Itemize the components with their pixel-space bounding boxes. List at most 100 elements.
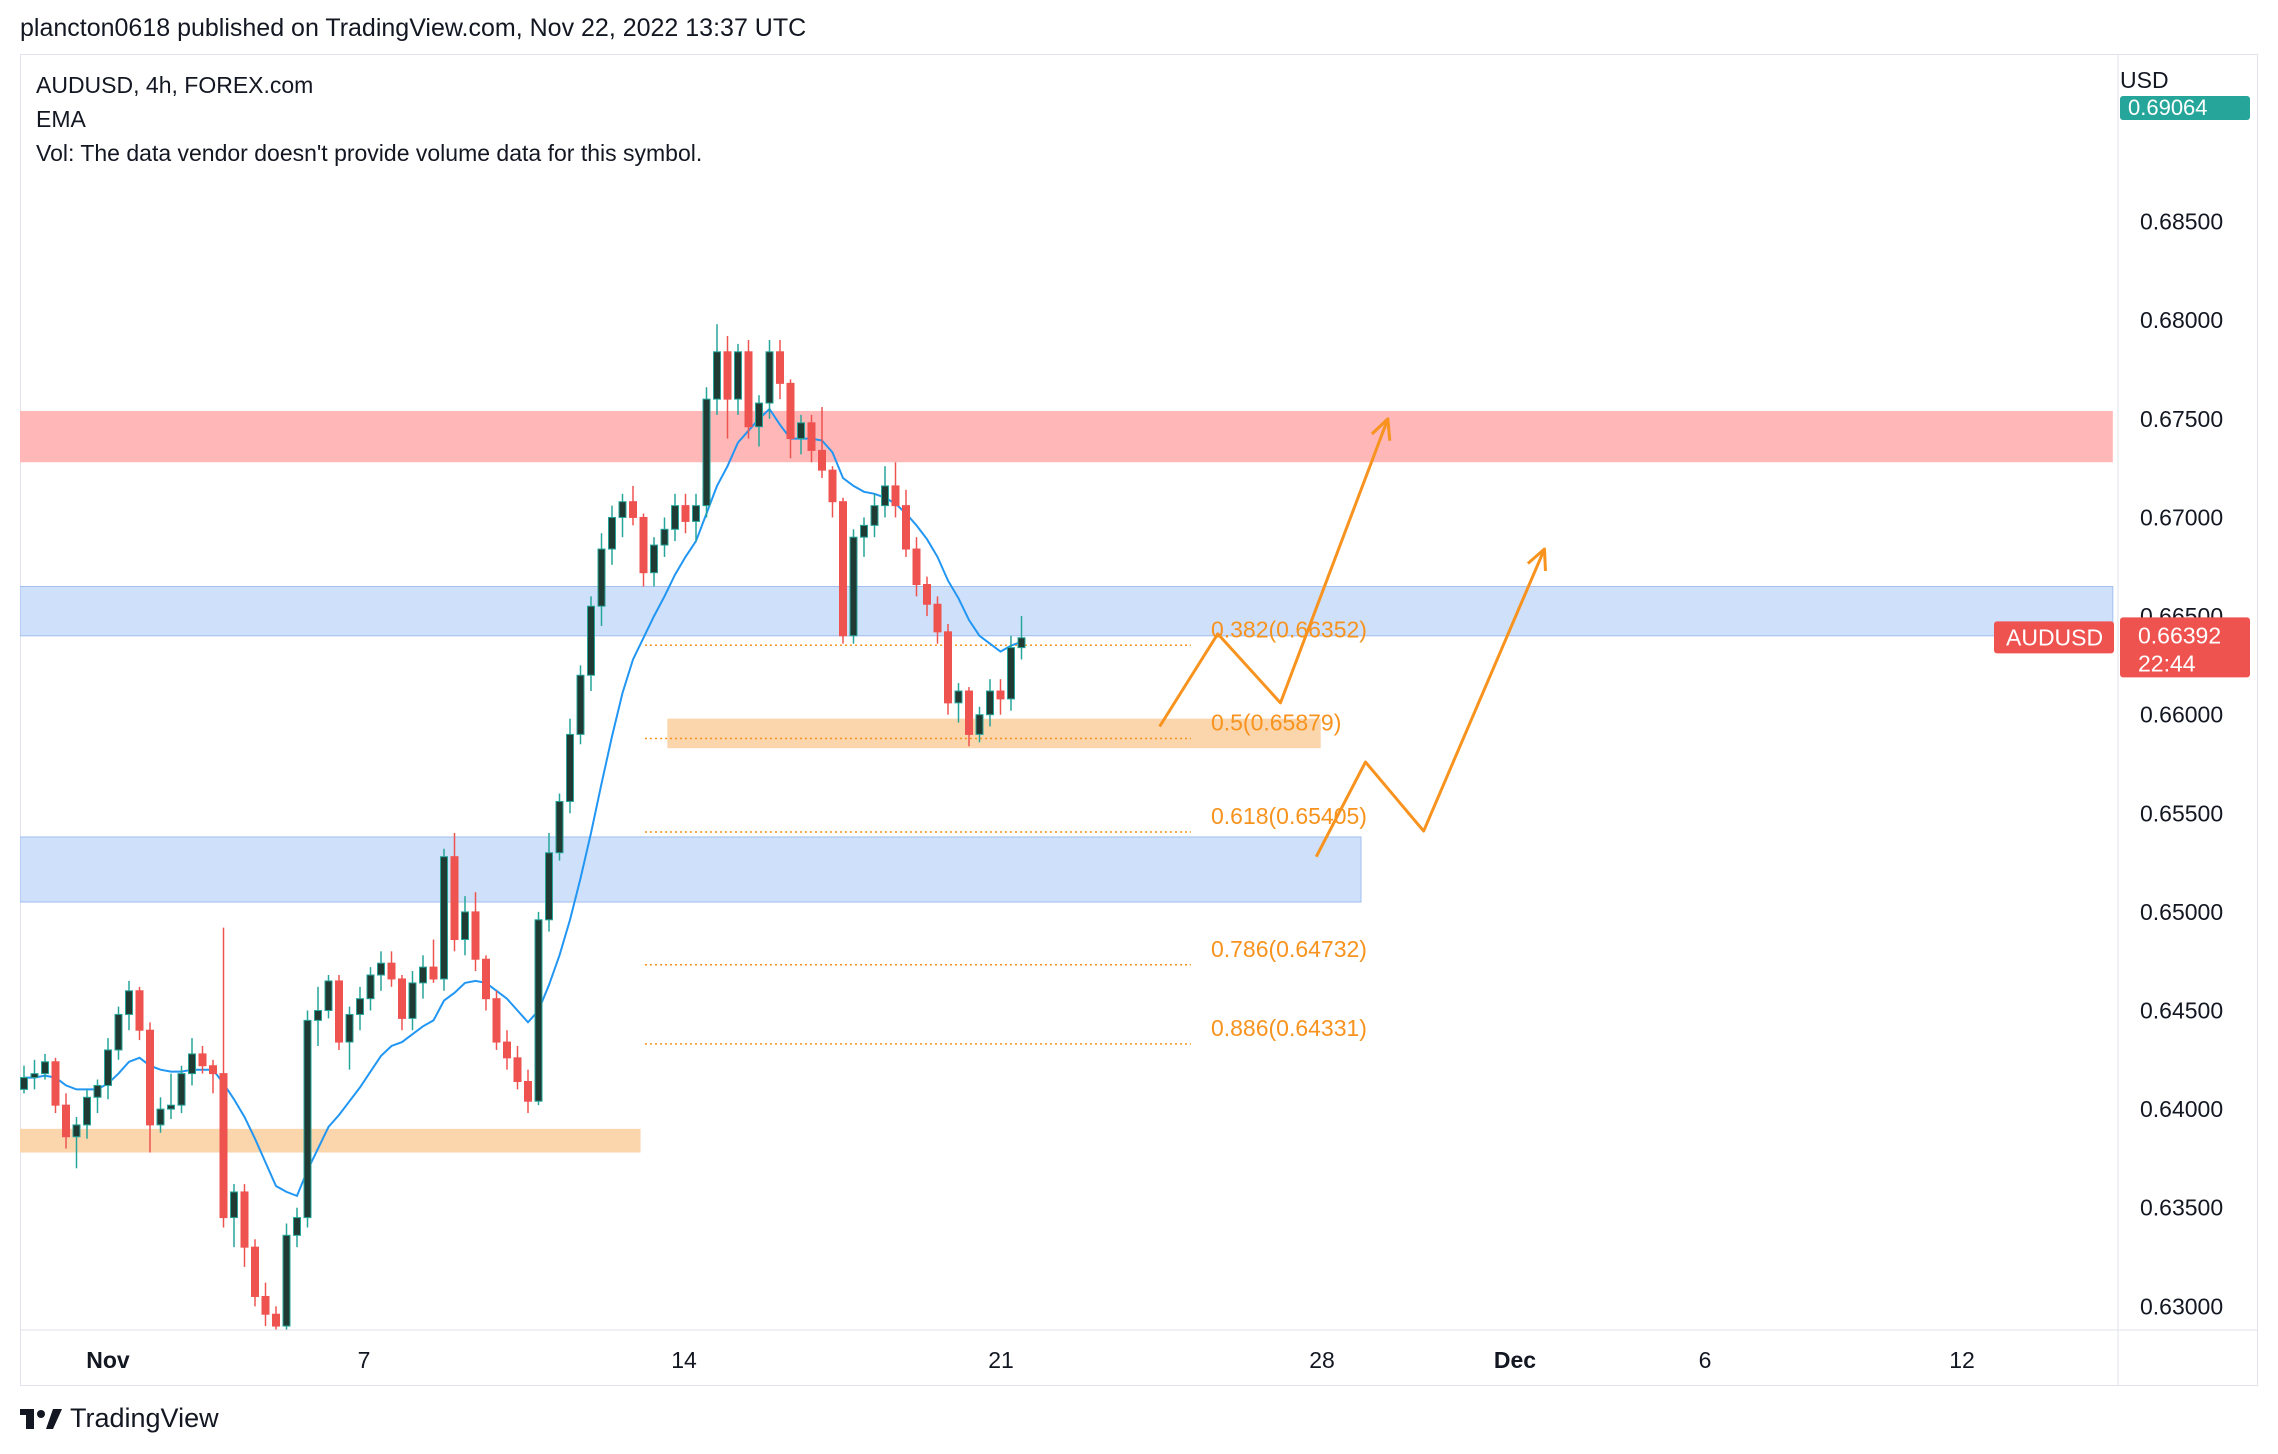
candle-body (839, 501, 847, 637)
candle (356, 986, 364, 1031)
candle-body (135, 990, 144, 1031)
candle (891, 462, 900, 518)
candle-body (398, 978, 406, 1019)
candle (146, 1022, 154, 1153)
candle-body (240, 1191, 249, 1248)
candle-body (986, 690, 994, 716)
candle (30, 1059, 39, 1090)
candle (230, 1184, 238, 1248)
candle (282, 1223, 291, 1330)
y-tick-label: 0.68000 (2140, 307, 2223, 333)
fib-label: 0.618(0.65405) (1211, 803, 1367, 829)
candle (650, 537, 658, 587)
fib-label: 0.382(0.66352) (1211, 616, 1367, 642)
candle-body (618, 501, 627, 518)
candle-body (461, 911, 469, 941)
candle (965, 687, 973, 747)
candle (692, 493, 700, 542)
candle (156, 1097, 165, 1133)
candle (20, 1065, 28, 1094)
candle (335, 975, 343, 1050)
candle-body (765, 351, 774, 404)
x-tick-label: Dec (1494, 1347, 1536, 1373)
candle-body (303, 1019, 312, 1219)
candle-body (366, 974, 375, 1000)
candle-body (912, 548, 921, 586)
candle (755, 395, 763, 447)
candle (198, 1046, 207, 1074)
candle (975, 706, 984, 743)
candle-body (345, 1013, 354, 1043)
currency-label: USD (2120, 67, 2169, 93)
candle-body (261, 1295, 270, 1315)
candle (125, 980, 133, 1031)
projection-arrowhead (1526, 547, 1547, 572)
x-tick-label: 7 (358, 1347, 371, 1373)
candle (177, 1065, 186, 1114)
candle-body (734, 351, 742, 400)
legend-ema[interactable]: EMA (36, 106, 86, 132)
candle-body (776, 351, 784, 384)
zone-lower-support (20, 836, 1362, 903)
candle (681, 493, 690, 534)
candle-body (230, 1191, 238, 1219)
candle-body (198, 1053, 207, 1067)
candle-body (944, 631, 952, 704)
projection-arrowhead (1370, 417, 1392, 441)
candle (933, 596, 942, 644)
candle (398, 975, 406, 1031)
candle-body (156, 1108, 165, 1126)
candle (429, 939, 438, 983)
candle-body (576, 674, 585, 735)
candle-body (996, 690, 1005, 700)
candle (167, 1073, 175, 1119)
candle-body (828, 469, 837, 503)
candle-body (797, 422, 805, 440)
candle (996, 679, 1005, 715)
candle-body (387, 962, 396, 980)
y-tick-label: 0.64000 (2140, 1096, 2223, 1122)
candle-body (702, 398, 711, 507)
tradingview-logo[interactable]: TradingView (20, 1403, 219, 1434)
x-tick-label: 6 (1699, 1347, 1712, 1373)
plot-area (20, 324, 2114, 1330)
candle-body (125, 990, 133, 1015)
candle-body (114, 1013, 123, 1051)
candle-body (272, 1313, 280, 1327)
candle-body (335, 980, 343, 1043)
candle (314, 986, 322, 1047)
candle (807, 414, 816, 463)
candle (534, 911, 543, 1106)
candle (639, 513, 648, 587)
candle-body (482, 958, 490, 1000)
current-price-value: 0.66392 (2138, 622, 2221, 648)
candle-body (902, 505, 910, 550)
candle (555, 793, 564, 861)
candle-body (471, 911, 480, 960)
candle-body (251, 1246, 259, 1297)
candle-body (608, 516, 616, 550)
candle (629, 485, 637, 526)
candle-body (83, 1096, 91, 1126)
candle-body (755, 402, 763, 428)
candle-body (954, 690, 963, 704)
candle (734, 343, 742, 415)
candle (1017, 616, 1026, 660)
candle-body (51, 1061, 60, 1106)
legend-symbol[interactable]: AUDUSD, 4h, FOREX.com (36, 72, 314, 98)
candle-body (440, 856, 448, 980)
candle-body (891, 485, 900, 507)
candle (713, 324, 721, 415)
projection-arrow (1158, 418, 1390, 728)
candle (240, 1184, 249, 1267)
candle (419, 955, 427, 999)
candle (524, 1069, 532, 1114)
candle-body (597, 548, 606, 607)
candle-body (1007, 647, 1015, 700)
candle-body (30, 1073, 39, 1079)
candle (576, 665, 585, 745)
candle-body (555, 800, 564, 854)
candle (797, 414, 805, 455)
x-tick-label: 21 (988, 1347, 1014, 1373)
